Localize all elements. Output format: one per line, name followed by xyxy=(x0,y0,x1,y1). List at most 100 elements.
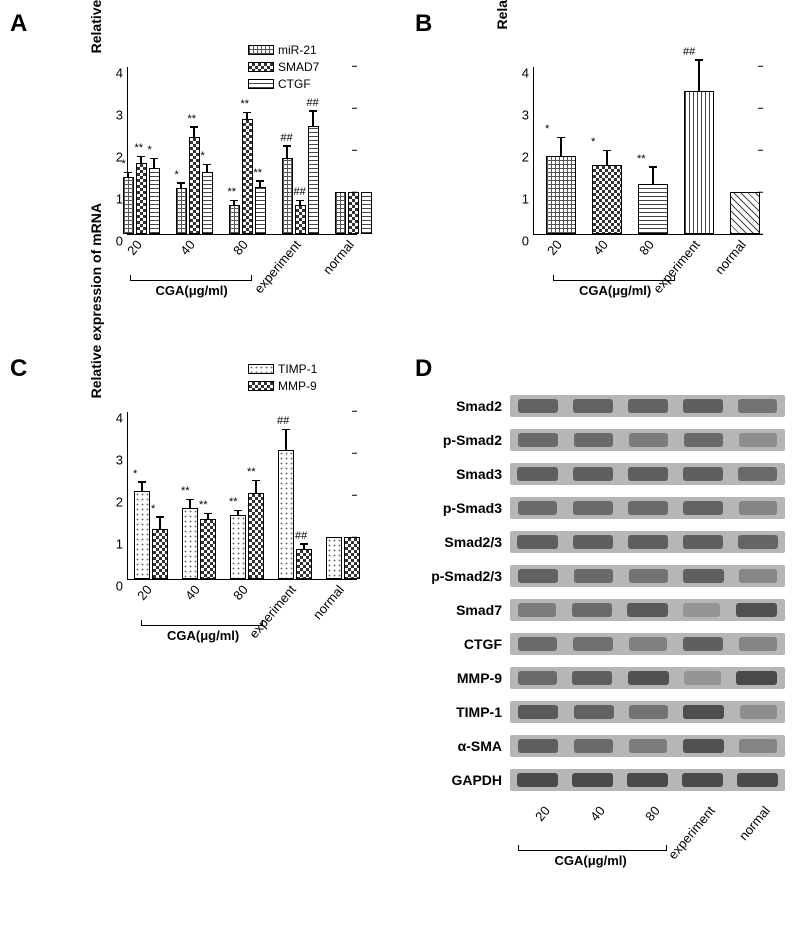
x-label: 20 xyxy=(134,582,155,603)
blot-row-label: p-Smad3 xyxy=(443,500,510,516)
ylabel: Relative expression of α-SMA mRNA xyxy=(494,0,510,29)
blot-row: TIMP-1 xyxy=(510,701,785,735)
blot-band xyxy=(628,535,668,548)
blot-row: α-SMA xyxy=(510,735,785,769)
bar xyxy=(123,177,134,234)
ytick: 0 xyxy=(116,579,128,594)
significance-marker: ** xyxy=(135,142,144,154)
blot-band xyxy=(683,535,723,548)
blot-band xyxy=(683,739,724,752)
x-label: 80 xyxy=(230,237,251,258)
group-label: CGA(μg/ml) xyxy=(156,283,228,298)
x-label: experiment xyxy=(650,237,703,296)
significance-marker: ** xyxy=(254,167,263,179)
plot-area: 01234Relative expression of α-SMA mRNA**… xyxy=(533,67,763,235)
blot-row: Smad3 xyxy=(510,463,785,497)
significance-marker: ** xyxy=(247,466,256,478)
significance-marker: * xyxy=(591,136,595,148)
blot-band xyxy=(629,705,668,718)
blot-band xyxy=(683,603,720,616)
blot-band xyxy=(736,671,778,684)
ytick: 1 xyxy=(522,192,534,207)
panel-label-D: D xyxy=(415,355,432,383)
error-cap xyxy=(137,156,145,158)
blot-strip xyxy=(510,633,785,655)
blot-band xyxy=(739,637,777,650)
bar xyxy=(684,91,714,234)
blot-band xyxy=(738,467,778,480)
blot-band xyxy=(739,433,777,446)
blot-band xyxy=(739,569,777,582)
error-cap xyxy=(695,59,703,61)
legend: TIMP-1 MMP-9 xyxy=(248,362,317,396)
blot-band xyxy=(573,399,613,412)
x-label: normal xyxy=(320,237,357,277)
ytick-mark xyxy=(352,149,357,151)
ytick: 4 xyxy=(116,411,128,426)
error-cap xyxy=(256,180,264,182)
group-bracket xyxy=(553,275,675,281)
legend-item: TIMP-1 xyxy=(248,362,317,376)
error-cap xyxy=(282,429,290,431)
ytick: 2 xyxy=(116,495,128,510)
ytick-mark xyxy=(758,149,763,151)
x-label: 40 xyxy=(590,237,611,258)
error-bar xyxy=(652,167,654,184)
blot-band xyxy=(517,773,559,786)
panel-label-C: C xyxy=(10,355,27,383)
blot-band xyxy=(517,467,557,480)
error-cap xyxy=(138,481,146,483)
legend-text: SMAD7 xyxy=(278,60,319,74)
blot-band xyxy=(739,739,777,752)
blot-strip xyxy=(510,497,785,519)
significance-marker: ## xyxy=(295,530,307,542)
ytick-mark xyxy=(352,107,357,109)
error-cap xyxy=(234,510,242,512)
error-cap xyxy=(204,513,212,515)
significance-marker: * xyxy=(148,144,152,156)
legend-text: TIMP-1 xyxy=(278,362,317,376)
bar xyxy=(182,508,198,579)
blot-row-label: Smad2 xyxy=(456,398,510,414)
blot-band xyxy=(683,637,723,650)
blot-row-label: p-Smad2 xyxy=(443,432,510,448)
ytick-mark xyxy=(352,494,357,496)
bar xyxy=(248,493,264,579)
significance-marker: ## xyxy=(294,186,306,198)
significance-marker: ## xyxy=(277,415,289,427)
blot-row: p-Smad2/3 xyxy=(510,565,785,599)
blot-band xyxy=(572,773,614,786)
blot-row: Smad2 xyxy=(510,395,785,429)
blot-row-label: TIMP-1 xyxy=(456,704,510,720)
legend-item: MMP-9 xyxy=(248,379,317,393)
group-label: CGA(μg/ml) xyxy=(555,853,627,868)
blot-x-label: normal xyxy=(735,803,772,843)
legend-swatch xyxy=(248,79,274,89)
ytick-mark xyxy=(352,410,357,412)
bar xyxy=(546,156,576,234)
legend-swatch xyxy=(248,364,274,374)
bar xyxy=(176,188,187,234)
bar xyxy=(730,192,760,234)
bar xyxy=(326,537,342,579)
blot-band xyxy=(683,399,723,412)
blot-band xyxy=(518,637,558,650)
x-label: 80 xyxy=(636,237,657,258)
error-cap xyxy=(124,172,132,174)
chart-C: 01234Relative expression of mRNA********… xyxy=(72,400,362,635)
blot-band xyxy=(629,433,668,446)
blot-band xyxy=(736,603,777,616)
bar xyxy=(242,119,253,235)
blot-row-label: α-SMA xyxy=(458,738,510,754)
blot-band xyxy=(572,603,612,616)
blot-row-label: Smad2/3 xyxy=(444,534,510,550)
blot-row-label: GAPDH xyxy=(451,772,510,788)
error-cap xyxy=(150,158,158,160)
ylabel: Relative expression of mRNA xyxy=(88,203,104,398)
significance-marker: ** xyxy=(181,485,190,497)
error-cap xyxy=(300,543,308,545)
blot-band xyxy=(738,399,777,412)
bar xyxy=(638,184,668,234)
blot-band xyxy=(627,603,668,616)
blot-row: Smad7 xyxy=(510,599,785,633)
